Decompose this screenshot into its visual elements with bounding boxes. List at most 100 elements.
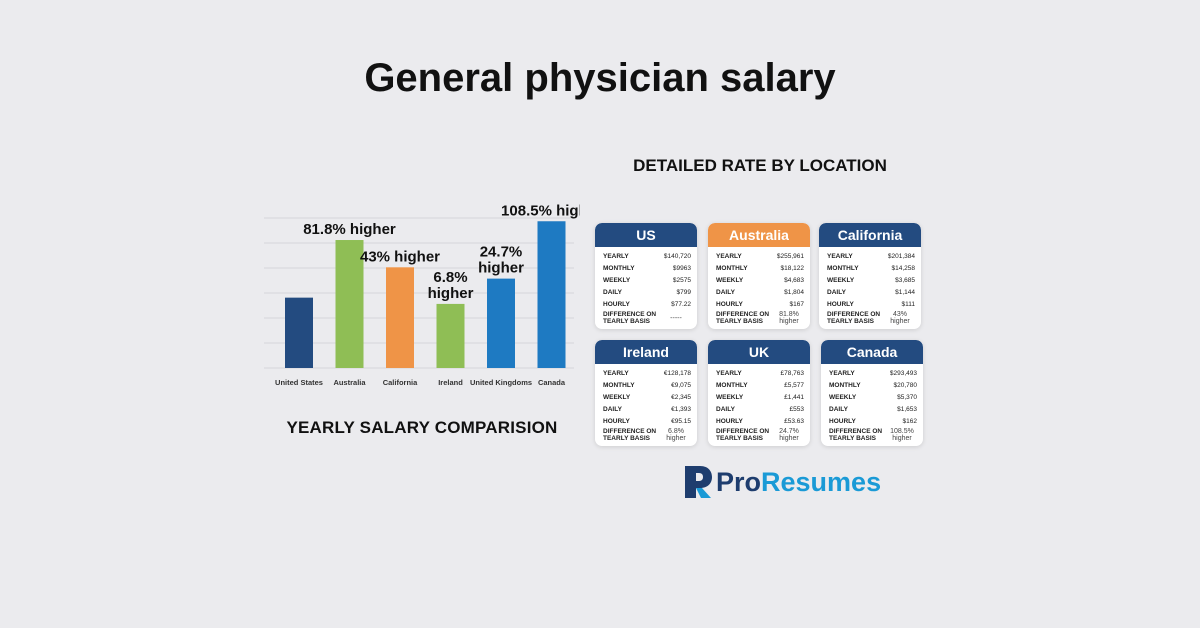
rate-card-title: Australia [708, 223, 810, 247]
bar-annotation: 108.5% higher [501, 202, 580, 219]
rate-row-monthly: MONTHLY €9,075 [603, 379, 691, 391]
rate-row-value: $5,370 [897, 393, 917, 401]
salary-bar-chart-svg: United States Australia 81.8% higher Califo… [264, 202, 580, 387]
rate-row-value: $293,493 [889, 369, 917, 377]
rate-row-label: MONTHLY [603, 381, 635, 389]
rate-row-label: DAILY [603, 405, 622, 413]
bar-australia [335, 240, 364, 368]
logo-text-resumes: Resumes [761, 466, 882, 497]
rate-row-value: €2,345 [671, 393, 691, 401]
rate-row-label: MONTHLY [716, 381, 748, 389]
rate-card-rows: YEARLY $140,720 MONTHLY $9963 WEEKLY $2575 DAI… [595, 247, 697, 329]
rate-row-value: $1,804 [784, 288, 804, 296]
rate-row-label: WEEKLY [603, 276, 631, 284]
rate-row-label: DIFFERENCE ON TEARLY BASIS [827, 311, 881, 325]
bar-annotation: higher [478, 260, 524, 277]
rate-row-monthly: MONTHLY $18,122 [716, 262, 804, 274]
rate-row-value: $2575 [672, 276, 691, 284]
rate-row-label: YEARLY [829, 369, 855, 377]
rate-row-label: YEARLY [603, 252, 629, 260]
rate-row-weekly: WEEKLY €2,345 [603, 391, 691, 403]
rate-row-label: HOURLY [716, 417, 743, 425]
bar-united-kingdoms [487, 278, 515, 368]
rate-card-rows: YEARLY €128,178 MONTHLY €9,075 WEEKLY €2,345 D… [595, 364, 697, 446]
rate-row-value: $77.22 [671, 300, 691, 308]
rate-card-us: US YEARLY $140,720 MONTHLY $9963 WEEKLY $2575 D… [595, 223, 697, 329]
proresumes-logo-icon [685, 466, 712, 498]
rate-row-value: $140,720 [663, 252, 691, 260]
logo-text: ProResumes [716, 467, 881, 498]
x-tick-label: California [383, 378, 418, 387]
rate-card-title: US [595, 223, 697, 247]
rate-row-yearly: YEARLY $201,384 [827, 250, 915, 262]
rate-card-rows: YEARLY $255,961 MONTHLY $18,122 WEEKLY $4,683… [708, 247, 810, 329]
rate-row-yearly: YEARLY $255,961 [716, 250, 804, 262]
rate-row-label: WEEKLY [716, 393, 744, 401]
rate-row-monthly: MONTHLY £5,577 [716, 379, 804, 391]
bar-california [386, 267, 414, 368]
rate-row-label: DIFFERENCE ON TEARLY BASIS [716, 428, 770, 442]
x-tick-label: Ireland [438, 378, 463, 387]
rate-row-label: MONTHLY [827, 264, 859, 272]
rate-row-hourly: HOURLY £53.63 [716, 415, 804, 427]
rate-row-label: DIFFERENCE ON TEARLY BASIS [603, 428, 657, 442]
rate-row-value: $4,683 [784, 276, 804, 284]
rate-row-value: $111 [901, 300, 916, 308]
x-tick-label: United States [275, 378, 323, 387]
rate-row-hourly: HOURLY $111 [827, 298, 915, 310]
rate-row-label: DIFFERENCE ON TEARLY BASIS [829, 428, 883, 442]
rate-row-value: $255,961 [776, 252, 804, 260]
rate-row-weekly: WEEKLY £1,441 [716, 391, 804, 403]
rate-card-rows: YEARLY £78,763 MONTHLY £5,577 WEEKLY £1,441 DA… [708, 364, 810, 446]
rates-heading: DETAILED RATE BY LOCATION [633, 156, 887, 175]
rate-row-hourly: HOURLY $77.22 [603, 298, 691, 310]
rate-row-daily: DAILY $1,653 [829, 403, 917, 415]
rate-row-daily: DAILY $799 [603, 286, 691, 298]
rate-row-difference: DIFFERENCE ON TEARLY BASIS 24.7% higher [716, 427, 804, 443]
rate-row-difference: DIFFERENCE ON TEARLY BASIS 6.8% higher [603, 427, 691, 443]
rate-card-california: California YEARLY $201,384 MONTHLY $14,258 WE… [819, 223, 921, 329]
rate-row-weekly: WEEKLY $3,685 [827, 274, 915, 286]
rate-row-label: DAILY [716, 405, 735, 413]
bar-annotation: 6.8% [433, 269, 467, 286]
rate-row-label: WEEKLY [716, 276, 744, 284]
rate-row-value: £5,577 [784, 381, 804, 389]
rate-row-label: WEEKLY [603, 393, 631, 401]
rate-card-uk: UK YEARLY £78,763 MONTHLY £5,577 WEEKLY £1,441… [708, 340, 810, 446]
rate-row-hourly: HOURLY $167 [716, 298, 804, 310]
rate-row-label: WEEKLY [827, 276, 855, 284]
rate-card-title: Ireland [595, 340, 697, 364]
rate-row-value: €95.15 [671, 417, 691, 425]
page-title: General physician salary [364, 56, 836, 100]
rate-row-label: DAILY [716, 288, 735, 296]
rate-card-title: California [819, 223, 921, 247]
rate-row-daily: DAILY $1,144 [827, 286, 915, 298]
rate-row-hourly: HOURLY $162 [829, 415, 917, 427]
rate-row-label: MONTHLY [603, 264, 635, 272]
rate-row-difference: DIFFERENCE ON TEARLY BASIS 43% higher [827, 310, 915, 326]
rate-row-value: 6.8% higher [666, 428, 686, 442]
rate-row-value: $14,258 [891, 264, 916, 272]
rate-row-value: $18,122 [780, 264, 805, 272]
bar-annotation: 43% higher [360, 248, 440, 265]
rate-row-value: $20,780 [893, 381, 918, 389]
rate-row-value: £553 [789, 405, 804, 413]
rate-row-difference: DIFFERENCE ON TEARLY BASIS ----- [603, 310, 691, 326]
rate-row-value: 81.8% higher [779, 311, 799, 325]
chart-title: YEARLY SALARY COMPARISION [286, 418, 558, 437]
rate-row-label: HOURLY [603, 300, 630, 308]
rate-row-value: $1,653 [897, 405, 917, 413]
rate-card-canada: Canada YEARLY $293,493 MONTHLY $20,780 WEEKLY… [821, 340, 923, 446]
rate-row-daily: DAILY £553 [716, 403, 804, 415]
rate-row-weekly: WEEKLY $5,370 [829, 391, 917, 403]
rate-row-monthly: MONTHLY $20,780 [829, 379, 917, 391]
rate-row-value: £1,441 [784, 393, 804, 401]
rate-row-hourly: HOURLY €95.15 [603, 415, 691, 427]
x-tick-label: Canada [538, 378, 566, 387]
rate-row-yearly: YEARLY £78,763 [716, 367, 804, 379]
rate-row-value: $9963 [672, 264, 691, 272]
rate-row-difference: DIFFERENCE ON TEARLY BASIS 108.5% higher [829, 427, 917, 443]
bar-canada [537, 221, 566, 368]
rate-row-label: HOURLY [603, 417, 630, 425]
rate-row-value: $799 [676, 288, 691, 296]
